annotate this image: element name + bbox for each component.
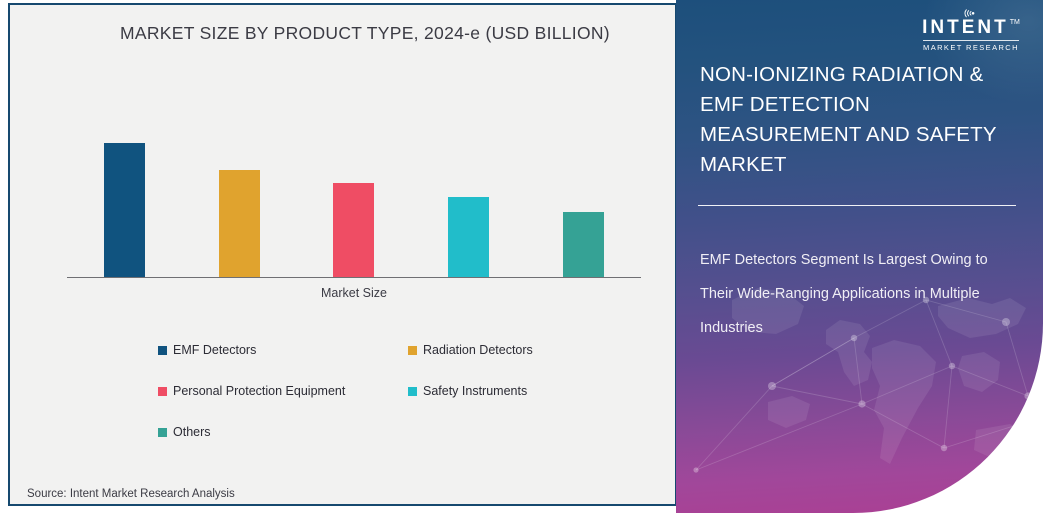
legend-item-radiation-detectors[interactable]: Radiation Detectors — [408, 343, 618, 357]
legend-label: Safety Instruments — [423, 384, 528, 398]
signal-wave-icon — [964, 9, 975, 18]
legend-row: Others — [158, 425, 628, 466]
bar-emf-detectors — [103, 143, 145, 277]
panel-subheading: EMF Detectors Segment Is Largest Owing t… — [700, 252, 988, 336]
legend-item-emf-detectors[interactable]: EMF Detectors — [158, 343, 408, 357]
legend-label: Personal Protection Equipment — [173, 384, 346, 398]
chart-card: MARKET SIZE BY PRODUCT TYPE, 2024-e (USD… — [8, 3, 677, 506]
x-axis-label: Market Size — [321, 286, 387, 300]
legend-swatch-icon — [158, 427, 167, 437]
panel-heading: NON-IONIZING RADIATION & EMF DETECTION M… — [700, 63, 997, 176]
x-axis-line — [67, 277, 641, 278]
bar-series — [67, 65, 641, 277]
legend-swatch-icon — [158, 345, 167, 355]
legend-swatch-icon — [408, 386, 417, 396]
bar-slot — [411, 65, 526, 277]
legend-label: Radiation Detectors — [423, 343, 533, 357]
logo-subtitle: MARKET RESEARCH — [923, 40, 1019, 52]
legend-swatch-icon — [158, 386, 167, 396]
bar-slot — [182, 65, 297, 277]
chart-title: MARKET SIZE BY PRODUCT TYPE, 2024-e (USD… — [120, 23, 610, 43]
bar-slot — [297, 65, 412, 277]
chart-legend: EMF Detectors Radiation Detectors Personal… — [158, 343, 628, 466]
legend-swatch-icon — [408, 345, 417, 355]
bar-slot — [67, 65, 182, 277]
legend-item-safety-instruments[interactable]: Safety Instruments — [408, 384, 618, 398]
legend-label: Others — [173, 425, 211, 439]
bar-radiation-detectors — [218, 170, 260, 277]
legend-row: Personal Protection Equipment Safety Inst… — [158, 384, 628, 425]
bar-slot — [526, 65, 641, 277]
intent-market-research-logo: INTENT TM MARKET RESEARCH — [915, 8, 1027, 52]
legend-label: EMF Detectors — [173, 343, 257, 357]
bar-others — [563, 212, 605, 277]
bar-chart-plot-area — [67, 65, 641, 277]
legend-item-others[interactable]: Others — [158, 425, 408, 439]
source-note: Source: Intent Market Research Analysis — [27, 488, 235, 500]
legend-item-personal-protection-equipment[interactable]: Personal Protection Equipment — [158, 384, 408, 398]
legend-row: EMF Detectors Radiation Detectors — [158, 343, 628, 384]
logo-wordmark: INTENT TM — [922, 18, 1020, 37]
bar-safety-instruments — [448, 197, 490, 277]
logo-trademark: TM — [1009, 19, 1020, 26]
panel-divider — [698, 205, 1016, 206]
bar-personal-protection-equipment — [333, 183, 375, 277]
logo-name: INTENT — [922, 17, 1009, 38]
